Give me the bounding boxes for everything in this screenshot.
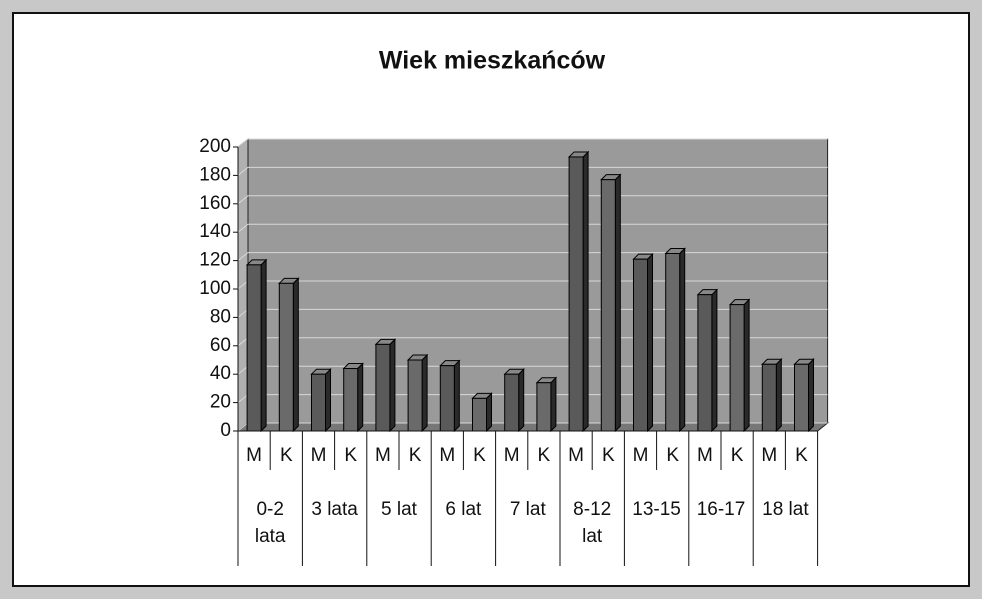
x-tick-label: M (568, 445, 584, 466)
x-tick-label: M (761, 445, 777, 466)
bar-side (453, 359, 460, 433)
y-tick-label: 160 (199, 193, 231, 214)
bar (407, 359, 423, 432)
y-tick-label: 120 (199, 250, 231, 271)
bar (761, 363, 777, 432)
bar (246, 264, 262, 432)
y-tick-label: 200 (199, 136, 231, 157)
grid-line (237, 195, 828, 205)
bar-side (775, 358, 782, 433)
bar (375, 343, 391, 432)
x-tick-label: K (473, 445, 486, 466)
x-tick-label: M (375, 445, 391, 466)
group-label: 16-17 (696, 499, 746, 520)
grid-line (237, 166, 828, 176)
x-tick-label: K (602, 445, 615, 466)
bar-side (325, 367, 331, 433)
x-tick-label: K (409, 445, 422, 466)
bar-side (647, 252, 653, 433)
bar (633, 258, 648, 432)
x-tick-label: K (731, 445, 744, 466)
x-tick-label: K (538, 445, 551, 466)
y-tick-label: 100 (199, 278, 231, 299)
y-tick-label: 20 (210, 392, 231, 413)
chart-title: Wiek mieszkańców (379, 47, 606, 75)
y-tick-label: 80 (210, 306, 231, 327)
x-tick-label: M (504, 445, 520, 466)
y-tick-label: 0 (220, 420, 231, 441)
bar-side (743, 298, 750, 433)
x-tick-label: M (246, 445, 262, 466)
bar (472, 397, 487, 432)
group-label: 18 lat (762, 499, 809, 520)
y-tick-label: 60 (210, 335, 231, 356)
bar-side (292, 277, 299, 433)
x-tick-label: K (795, 445, 808, 466)
bar-side (486, 392, 492, 433)
bar (697, 294, 713, 432)
bar (794, 363, 809, 432)
bar (278, 282, 294, 432)
bar-side (808, 358, 814, 433)
bar-side (260, 258, 267, 433)
group-label: 5 lat (381, 499, 417, 520)
bar (311, 373, 326, 432)
bar (600, 179, 616, 432)
grid-line (237, 223, 828, 233)
grid-line (237, 252, 828, 261)
x-tick-label: M (311, 445, 327, 466)
y-tick-label: 140 (199, 221, 231, 242)
bar (568, 156, 584, 432)
bar-side (421, 353, 428, 433)
bar-side (518, 367, 525, 433)
bar (439, 365, 455, 432)
bar-side (582, 150, 589, 433)
bar (665, 253, 681, 432)
group-label: 13-15 (632, 499, 681, 520)
bar-side (357, 362, 364, 433)
bar (729, 304, 745, 432)
bar-side (679, 247, 686, 433)
x-tick-label: K (666, 445, 679, 466)
group-label: 3 lata (311, 499, 358, 520)
x-tick-label: K (344, 445, 357, 466)
group-label: 6 lat (445, 499, 482, 520)
group-label: 0-2 lata (254, 499, 286, 547)
group-label: 8-12 lat (573, 499, 612, 547)
bar-side (550, 376, 557, 433)
bar (536, 382, 552, 432)
bar (343, 368, 359, 432)
group-label: 7 lat (509, 499, 546, 520)
bar (504, 373, 520, 432)
x-tick-label: M (697, 445, 713, 466)
x-tick-label: M (633, 445, 649, 466)
bar-side (614, 173, 621, 433)
y-tick-label: 180 (199, 164, 231, 185)
grid-line (237, 138, 828, 148)
bar-side (711, 288, 718, 433)
x-tick-label: K (280, 445, 293, 466)
x-tick-label: M (439, 445, 455, 466)
bar-side (389, 338, 396, 433)
y-tick-label: 40 (210, 363, 231, 384)
